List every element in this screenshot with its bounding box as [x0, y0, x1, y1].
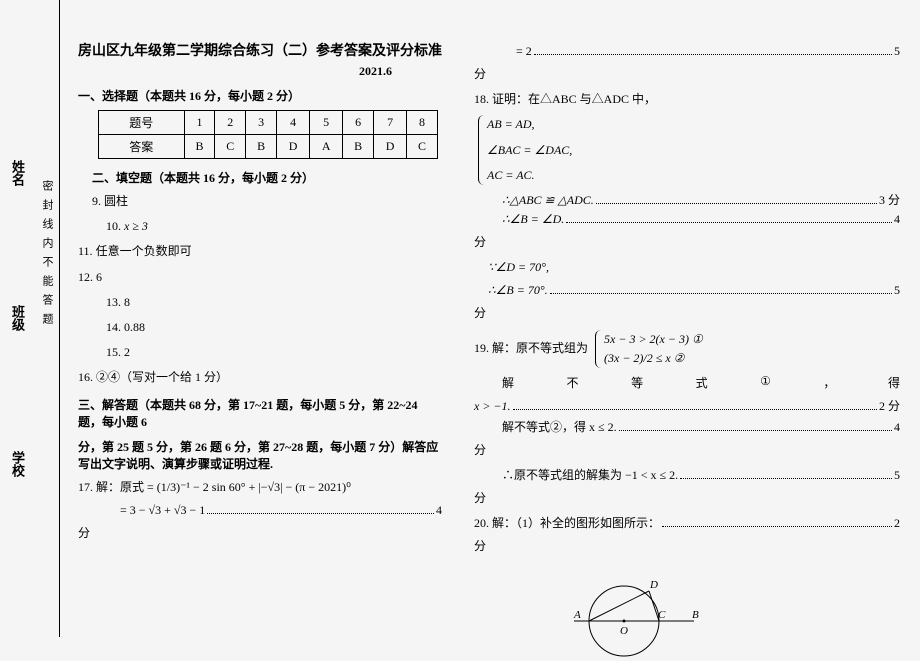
q20-head: 20. 解：（1）补全的图形如图所示： 2 — [474, 514, 900, 531]
fill-item: 12. 6 — [78, 268, 442, 287]
q18-c3: ∵∠D = 70°, — [474, 258, 900, 277]
q18-brace: AB = AD, ∠BAC = ∠DAC, AC = AC. — [478, 115, 900, 185]
seal-note: 密封线内不能答题 — [39, 180, 55, 332]
fen: 分 — [78, 524, 442, 543]
label-D: D — [649, 579, 658, 591]
fill-item: 14. 0.88 — [78, 318, 442, 337]
section1-title: 一、选择题（本题共 16 分，每小题 2 分） — [78, 87, 442, 104]
q17-line1: 17. 解：原式 = (1/3)⁻¹ − 2 sin 60° + |−√3| −… — [78, 478, 442, 497]
label-O: O — [620, 625, 628, 637]
margin-labels: 姓名 班级 学校 — [8, 0, 27, 637]
table-row: 题号 1 2 3 4 5 6 7 8 — [99, 111, 438, 135]
label-B: B — [692, 609, 699, 621]
answer-label: 答案 — [99, 135, 185, 159]
answer-table: 题号 1 2 3 4 5 6 7 8 答案 B C B D A B D C — [98, 110, 438, 159]
circle-figure: A B C D O — [554, 566, 704, 661]
q17-line3: = 2 5 — [474, 44, 900, 59]
fill-item: 9. 圆柱 — [78, 192, 442, 211]
fen: 分 — [474, 489, 900, 508]
fill-item: 16. ②④（写对一个给 1 分） — [78, 368, 442, 387]
binding-margin: 姓名 班级 学校 密封线内不能答题 — [0, 0, 60, 637]
q19-row1: 解 不 等 式 ① ， 得 — [474, 374, 900, 391]
page-date: 2021.6 — [78, 64, 442, 79]
q19-r1: x > −1. 2 分 — [474, 397, 900, 414]
q19-r3: ∴原不等式组的解集为 −1 < x ≤ 2. 5 — [474, 466, 900, 483]
section3-title2: 分，第 25 题 5 分，第 26 题 6 分，第 27~28 题，每小题 7 … — [78, 438, 442, 472]
fill-item: 10. x ≥ 3 — [78, 217, 442, 236]
fill-item: 13. 8 — [78, 293, 442, 312]
q18-head: 18. 证明：在△ABC 与△ADC 中， — [474, 90, 900, 109]
left-column: 房山区九年级第二学期综合练习（二）参考答案及评分标准 2021.6 一、选择题（… — [60, 0, 460, 637]
q17-line2: = 3 − √3 + √3 − 1 4 — [78, 503, 442, 518]
fen: 分 — [474, 304, 900, 323]
label-A: A — [573, 609, 581, 621]
label-school: 学校 — [8, 451, 27, 477]
q18-c1: ∴△ABC ≌ △ADC. 3 分 — [474, 191, 900, 208]
q18-c2: ∴∠B = ∠D. 4 — [474, 212, 900, 227]
row-label: 题号 — [99, 111, 185, 135]
fill-item: 11. 任意一个负数即可 — [78, 242, 442, 261]
fen: 分 — [474, 441, 900, 460]
section2-title: 二、填空题（本题共 16 分，每小题 2 分） — [78, 169, 442, 186]
q19-head: 19. 解：原不等式组为 5x − 3 > 2(x − 3) ① (3x − 2… — [474, 330, 900, 368]
section3-title: 三、解答题（本题共 68 分，第 17~21 题，每小题 5 分，第 22~24… — [78, 396, 442, 430]
label-name: 姓名 — [8, 160, 27, 186]
fen: 分 — [474, 65, 900, 84]
sealing-line — [59, 40, 60, 617]
table-row: 答案 B C B D A B D C — [99, 135, 438, 159]
page-title: 房山区九年级第二学期综合练习（二）参考答案及评分标准 — [78, 40, 442, 60]
label-class: 班级 — [8, 305, 27, 331]
right-column: = 2 5 分 18. 证明：在△ABC 与△ADC 中， AB = AD, ∠… — [460, 0, 920, 637]
q19-r2: 解不等式②，得 x ≤ 2. 4 — [474, 418, 900, 435]
label-C: C — [658, 609, 666, 621]
fill-item: 15. 2 — [78, 343, 442, 362]
q18-c4: ∴∠B = 70°. 5 — [474, 283, 900, 298]
fen: 分 — [474, 233, 900, 252]
fen: 分 — [474, 537, 900, 556]
